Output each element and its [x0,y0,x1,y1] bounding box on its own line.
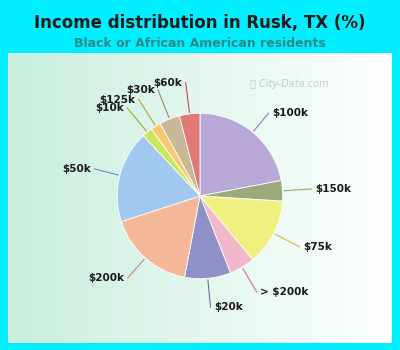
Wedge shape [184,196,230,279]
Wedge shape [117,136,200,222]
Text: $50k: $50k [62,164,91,174]
Wedge shape [121,196,200,277]
Text: $60k: $60k [154,78,182,88]
Text: $125k: $125k [100,94,136,105]
Wedge shape [143,129,200,196]
Wedge shape [200,196,253,273]
Wedge shape [160,116,200,196]
Text: $200k: $200k [88,273,124,283]
Wedge shape [200,181,283,201]
Text: Income distribution in Rusk, TX (%): Income distribution in Rusk, TX (%) [34,14,366,32]
Text: ⓘ City-Data.com: ⓘ City-Data.com [250,79,328,89]
Text: $150k: $150k [315,184,351,194]
Wedge shape [180,113,200,196]
Wedge shape [151,124,200,196]
Wedge shape [200,196,282,260]
Text: $100k: $100k [272,108,308,118]
Text: $20k: $20k [214,302,242,312]
Text: Black or African American residents: Black or African American residents [74,37,326,50]
Text: $30k: $30k [126,85,155,95]
Text: > $200k: > $200k [260,287,308,297]
Text: $75k: $75k [303,242,332,252]
Text: $10k: $10k [95,103,124,113]
Wedge shape [200,113,281,196]
